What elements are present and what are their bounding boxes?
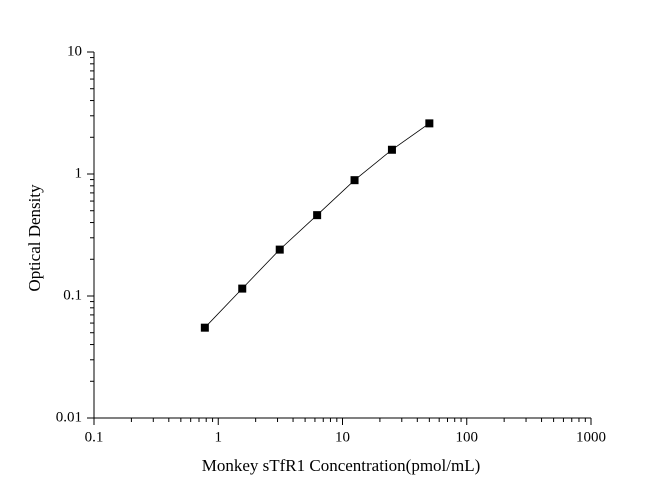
x-tick-label: 100 [456, 429, 479, 445]
y-axis-label: Optical Density [25, 184, 44, 292]
point [313, 211, 322, 220]
point [275, 245, 284, 254]
point [387, 145, 396, 154]
x-tick-label: 0.1 [85, 429, 104, 445]
y-tick-label: 0.1 [63, 287, 82, 303]
curve [204, 123, 430, 328]
y-tick-label: 10 [67, 43, 82, 59]
y-tick-label: 1 [75, 165, 83, 181]
y-tick-label: 0.01 [56, 409, 82, 425]
x-axis-label: Monkey sTfR1 Concentration(pmol/mL) [202, 456, 481, 475]
x-tick-label: 10 [335, 429, 350, 445]
point [425, 119, 434, 128]
x-tick-label: 1 [215, 429, 223, 445]
point [238, 284, 247, 293]
x-tick-label: 1000 [576, 429, 606, 445]
point [200, 323, 209, 332]
point [350, 176, 359, 185]
